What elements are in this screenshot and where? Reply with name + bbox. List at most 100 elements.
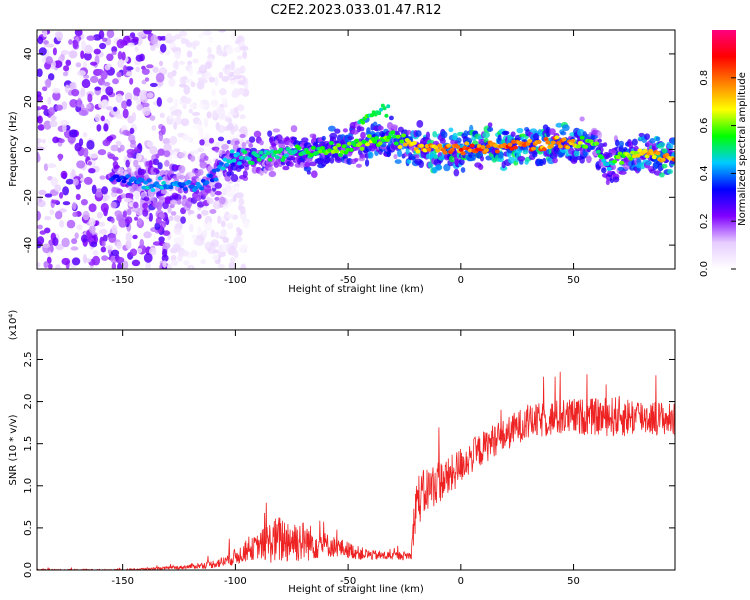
- spectrogram-cell: [191, 234, 197, 239]
- x-tick-label: 50: [567, 576, 580, 587]
- spectrogram-peak: [637, 148, 643, 153]
- spectrogram-cell: [197, 119, 203, 127]
- spectrogram-cell: [86, 35, 96, 41]
- y-tick-label: 20: [23, 95, 34, 108]
- spectrogram-cell: [479, 156, 485, 162]
- spectrogram-peak: [455, 144, 461, 149]
- spectrogram-cell: [618, 170, 627, 175]
- spectrogram-cell: [71, 257, 81, 266]
- spectrogram-cell: [72, 211, 78, 217]
- spectrogram-cell: [178, 165, 186, 174]
- spectrogram-cell: [37, 94, 44, 102]
- spectrogram-cell: [144, 77, 150, 82]
- spectrogram-cell: [58, 153, 63, 162]
- spectrogram-cell: [207, 46, 212, 55]
- spectrogram-cell: [188, 108, 193, 114]
- spectrogram-cell: [96, 211, 104, 219]
- spectrogram-cell: [37, 115, 43, 124]
- spectrogram-cell: [432, 130, 438, 138]
- spectrogram-cell: [111, 46, 118, 53]
- spectrogram-cell: [55, 104, 63, 111]
- spectrogram-cell: [75, 193, 81, 201]
- spectrogram-cell: [306, 170, 311, 175]
- spectrogram-cell: [414, 154, 420, 159]
- spectrogram-cell: [68, 129, 78, 138]
- spectrogram-peak: [332, 145, 338, 150]
- y-tick-label: 0.5: [23, 520, 34, 536]
- spectrogram-cell: [54, 210, 63, 220]
- spectrogram-cell: [227, 118, 233, 126]
- spectrogram-peak: [386, 135, 392, 140]
- spectrogram-cell: [37, 142, 41, 147]
- spectrogram-cell: [148, 160, 153, 169]
- spectrogram-cell: [178, 83, 187, 88]
- spectrogram-cell: [152, 66, 159, 74]
- spectrogram-cell: [115, 93, 123, 103]
- spectrogram-cell: [111, 262, 117, 269]
- snr-frame: [36, 329, 676, 571]
- spectrogram-cell: [220, 220, 226, 228]
- x-tick-label: -150: [111, 576, 134, 587]
- spectrogram-cell: [188, 265, 193, 269]
- colorbar-bar: [712, 30, 736, 269]
- spectrogram-cell: [666, 143, 674, 149]
- spectrogram-peak: [565, 145, 571, 150]
- spectrogram-cell: [52, 237, 59, 247]
- spectrogram-cell: [229, 79, 238, 85]
- spectrogram-peak: [305, 150, 311, 155]
- spectrogram-cell: [406, 129, 412, 135]
- spectrogram-peak: [527, 138, 533, 143]
- spectrogram-cell: [71, 88, 80, 97]
- spectrogram-cell: [312, 134, 317, 141]
- spectrogram-cell: [47, 73, 55, 81]
- spectrogram-cell: [487, 122, 493, 128]
- spectrogram-peak: [426, 147, 432, 152]
- spectrogram-cell: [228, 261, 237, 269]
- spectrogram-cell: [69, 98, 78, 108]
- spectrogram-cell: [70, 246, 79, 251]
- spectrogram-cell: [218, 251, 226, 258]
- spectrogram-cell: [129, 142, 137, 149]
- spectrogram-peak: [401, 133, 407, 138]
- spectrogram-cell: [272, 128, 281, 133]
- spectrogram-peak: [475, 147, 481, 152]
- spectrogram-cell: [58, 138, 65, 144]
- spectrogram-cell: [579, 116, 585, 122]
- spectrogram-cell: [166, 263, 172, 269]
- spectrogram-peak: [231, 158, 237, 163]
- spectrogram-cell: [138, 168, 147, 176]
- spectrogram-cell: [661, 163, 668, 169]
- spectrogram-peak: [543, 137, 549, 142]
- spectrogram-cell: [597, 138, 602, 143]
- spectrogram-cell: [290, 136, 298, 141]
- spectrogram-cell: [440, 130, 448, 139]
- spectrogram-cell: [393, 154, 398, 160]
- spectrogram-cell: [110, 249, 120, 257]
- spectrogram-cell: [174, 49, 181, 60]
- spectrogram-cell: [206, 221, 212, 230]
- spectrogram-cell: [146, 140, 154, 148]
- spectrogram-cell: [52, 88, 61, 94]
- spectrogram-cell: [122, 108, 129, 119]
- spectrogram-peak: [433, 145, 439, 150]
- spectrogram-peak: [204, 180, 210, 185]
- spectrogram-peak: [235, 152, 241, 157]
- spectrogram-peak: [386, 104, 391, 109]
- spectrogram-peak: [310, 145, 316, 150]
- spectrogram-cell: [234, 185, 240, 193]
- spectrogram-cell: [266, 163, 273, 168]
- spectrogram-peak: [121, 179, 127, 184]
- snr-y-axis-label: SNR (10 * v/v): [8, 414, 19, 485]
- spectrogram-peak: [280, 157, 286, 162]
- spectrogram-cell: [113, 106, 118, 112]
- spectrogram-cell: [37, 106, 42, 111]
- spectrogram-cell: [234, 140, 240, 145]
- spectrogram-peak: [242, 150, 248, 155]
- spectrogram-cell: [425, 131, 431, 140]
- spectrogram-cell: [132, 201, 139, 209]
- spectrogram-cell: [53, 60, 63, 69]
- spectrogram-cell: [522, 149, 529, 155]
- spectrogram-cell: [388, 115, 394, 121]
- spectrogram-peak: [464, 141, 470, 146]
- spectrogram-cell: [83, 176, 93, 185]
